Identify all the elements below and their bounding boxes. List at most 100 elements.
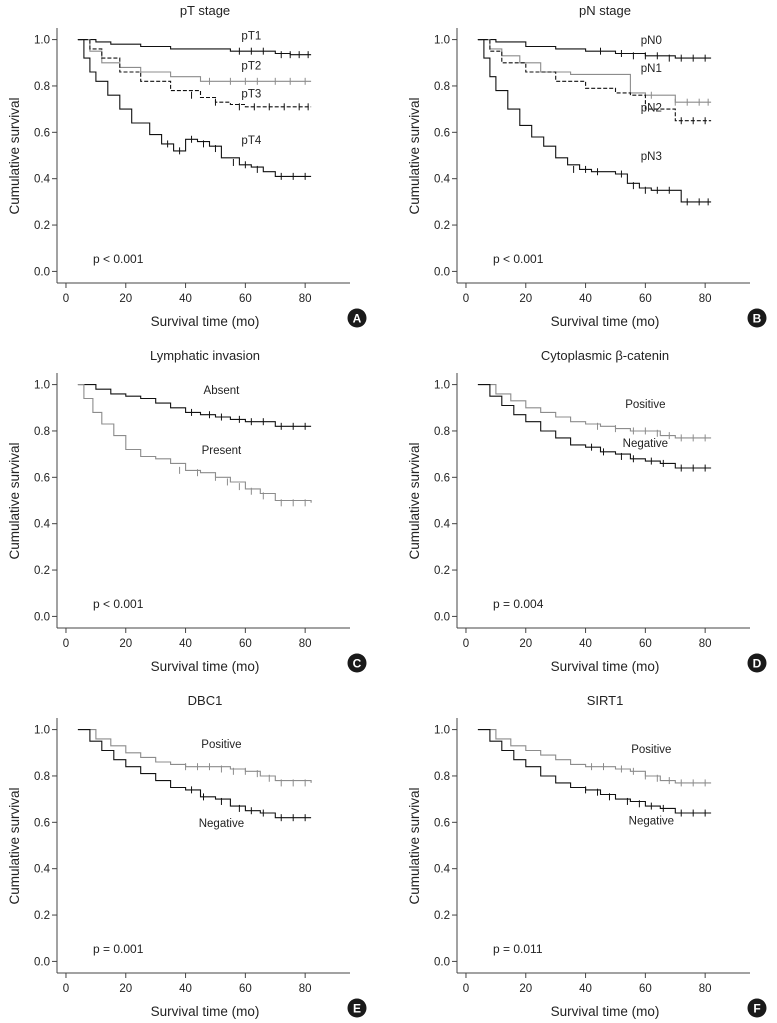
panel-badge-letter: C xyxy=(353,657,362,671)
y-tick-label: 1.0 xyxy=(434,35,450,47)
panel-badge-circle xyxy=(747,998,767,1018)
x-axis-label: Survival time (mo) xyxy=(551,314,660,329)
survival-curve xyxy=(477,39,712,203)
x-tick-label: 40 xyxy=(179,983,192,995)
y-axis-label: Cumulative survival xyxy=(7,787,22,904)
y-tick-label: 0.4 xyxy=(34,174,51,186)
x-tick-label: 40 xyxy=(179,293,192,305)
y-tick-label: 0.0 xyxy=(434,611,450,623)
series-pt4: pT4 xyxy=(77,39,312,180)
series-label: Positive xyxy=(201,739,241,751)
x-tick-label: 60 xyxy=(239,293,252,305)
y-tick-label: 0.2 xyxy=(34,910,50,922)
y-axis-label: Cumulative survival xyxy=(407,442,422,559)
chart-title: Cytoplasmic β-catenin xyxy=(541,348,669,363)
x-tick-label: 0 xyxy=(63,983,69,995)
y-tick-label: 1.0 xyxy=(34,35,50,47)
panel-badge-circle xyxy=(347,308,367,328)
series-label: Negative xyxy=(629,816,674,828)
y-tick-label: 0.2 xyxy=(434,910,450,922)
y-tick-label: 0.8 xyxy=(34,81,50,93)
y-axis-label: Cumulative survival xyxy=(7,442,22,559)
panel-badge-circle xyxy=(747,653,767,673)
series-label: pN1 xyxy=(641,63,662,75)
p-value: p < 0.001 xyxy=(493,252,544,266)
y-tick-label: 0.8 xyxy=(34,771,50,783)
y-tick-label: 0.4 xyxy=(434,519,451,531)
series-negative: Negative xyxy=(477,384,712,472)
chart-title: pT stage xyxy=(180,3,230,18)
x-tick-label: 0 xyxy=(463,293,469,305)
survival-curve xyxy=(477,39,712,122)
x-tick-label: 0 xyxy=(463,638,469,650)
x-axis-label: Survival time (mo) xyxy=(151,1004,260,1019)
series-pn2: pN2 xyxy=(477,39,712,125)
y-tick-label: 0.2 xyxy=(434,220,450,232)
series-label: pN0 xyxy=(641,35,662,47)
series-label: Positive xyxy=(631,744,671,756)
series-present: Present xyxy=(77,384,312,507)
p-value: p = 0.001 xyxy=(93,942,144,956)
x-tick-label: 80 xyxy=(699,983,712,995)
y-axis-label: Cumulative survival xyxy=(407,787,422,904)
x-tick-label: 20 xyxy=(519,293,532,305)
series-pt3: pT3 xyxy=(77,39,312,111)
y-tick-label: 0.6 xyxy=(34,472,50,484)
survival-curve xyxy=(77,384,312,427)
panel-badge-circle xyxy=(347,998,367,1018)
x-tick-label: 40 xyxy=(179,638,192,650)
series-pn0: pN0 xyxy=(477,35,712,62)
p-value: p < 0.001 xyxy=(93,597,144,611)
survival-curve xyxy=(477,39,712,59)
panel-badge: C xyxy=(347,653,367,673)
y-tick-label: 0.6 xyxy=(434,472,450,484)
series-label: pT4 xyxy=(241,135,261,147)
x-tick-label: 80 xyxy=(699,638,712,650)
series-label: Negative xyxy=(623,438,668,450)
panel-badge: A xyxy=(347,308,367,328)
x-tick-label: 60 xyxy=(639,638,652,650)
series-positive: Positive xyxy=(477,384,712,442)
x-tick-label: 20 xyxy=(519,983,532,995)
x-tick-label: 60 xyxy=(239,638,252,650)
x-tick-label: 80 xyxy=(299,983,312,995)
panel-b: pN stage 0.0 0.2 0.4 0.6 0.8 1.0 0 20 40 60 80 Survi… xyxy=(407,3,767,329)
series-label: Negative xyxy=(199,818,244,830)
x-axis-label: Survival time (mo) xyxy=(551,1004,660,1019)
chart-title: Lymphatic invasion xyxy=(150,348,260,363)
survival-curve xyxy=(477,39,712,103)
series-positive: Positive xyxy=(77,729,312,787)
panel-c: Lymphatic invasion 0.0 0.2 0.4 0.6 0.8 1.0 0 20 4… xyxy=(7,348,367,674)
survival-curve xyxy=(477,384,712,469)
panel-badge-circle xyxy=(747,308,767,328)
y-tick-label: 0.4 xyxy=(34,519,51,531)
x-tick-label: 20 xyxy=(519,638,532,650)
series-positive: Positive xyxy=(477,729,712,787)
series-label: pT3 xyxy=(241,89,261,101)
series-label: Present xyxy=(202,445,242,457)
p-value: p = 0.004 xyxy=(493,597,544,611)
x-tick-label: 80 xyxy=(299,638,312,650)
y-tick-label: 0.0 xyxy=(434,956,450,968)
panel-badge-letter: B xyxy=(753,312,762,326)
y-tick-label: 0.2 xyxy=(34,220,50,232)
x-tick-label: 0 xyxy=(63,293,69,305)
panel-badge-letter: E xyxy=(353,1002,361,1016)
x-tick-label: 20 xyxy=(119,983,132,995)
survival-curve xyxy=(77,39,312,82)
y-tick-label: 0.0 xyxy=(34,611,50,623)
y-tick-label: 0.4 xyxy=(434,864,451,876)
chart-title: SIRT1 xyxy=(587,693,624,708)
survival-curve xyxy=(77,729,312,819)
y-tick-label: 0.6 xyxy=(434,817,450,829)
series-pn3: pN3 xyxy=(477,39,712,206)
series-negative: Negative xyxy=(477,729,712,828)
y-axis-label: Cumulative survival xyxy=(407,97,422,214)
survival-curve xyxy=(77,39,312,56)
series-label: Positive xyxy=(625,399,665,411)
panel-badge-letter: A xyxy=(353,312,362,326)
x-tick-label: 60 xyxy=(239,983,252,995)
series-pt1: pT1 xyxy=(77,31,312,59)
x-axis-label: Survival time (mo) xyxy=(151,314,260,329)
x-axis-label: Survival time (mo) xyxy=(151,659,260,674)
